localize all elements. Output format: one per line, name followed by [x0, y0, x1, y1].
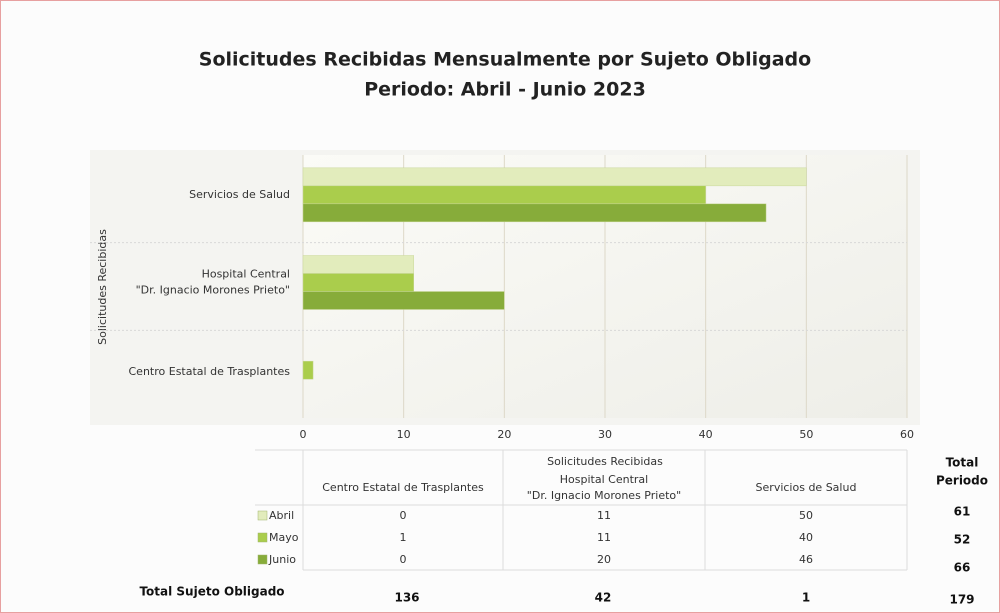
total-period: 61	[954, 505, 971, 519]
chart-title: Solicitudes Recibidas Mensualmente por S…	[199, 49, 811, 71]
total-subject: 136	[394, 591, 419, 605]
x-tick-label: 60	[900, 428, 914, 441]
table-cell: 40	[799, 531, 813, 544]
category-label: Servicios de Salud	[189, 188, 290, 201]
table-cell: 46	[799, 553, 813, 566]
table-cell: 0	[400, 553, 407, 566]
category-label: "Dr. Ignacio Morones Prieto"	[136, 284, 290, 297]
table-header: Solicitudes Recibidas	[547, 455, 663, 468]
total-period: 52	[954, 533, 971, 547]
x-tick-label: 10	[397, 428, 411, 441]
table-column-header: Centro Estatal de Trasplantes	[322, 481, 484, 494]
bar	[302, 255, 414, 274]
bar	[302, 360, 314, 380]
x-tick-label: 50	[799, 428, 813, 441]
bar	[302, 291, 505, 310]
y-axis-label: Solicitudes Recibidas	[96, 229, 109, 345]
chart-subtitle: Periodo: Abril - Junio 2023	[364, 79, 646, 101]
table-column-header: Hospital Central	[560, 473, 648, 486]
total-period-label: Periodo	[936, 474, 988, 488]
table-column-header: Servicios de Salud	[756, 481, 857, 494]
table-cell: 20	[597, 553, 611, 566]
total-subject: 42	[595, 591, 612, 605]
legend-label: Mayo	[269, 531, 299, 544]
total-subject-label: Total Sujeto Obligado	[139, 585, 284, 599]
total-period: 66	[954, 561, 971, 575]
x-tick-label: 40	[699, 428, 713, 441]
legend-label: Abril	[269, 509, 294, 522]
x-tick-label: 20	[497, 428, 511, 441]
bar	[302, 167, 807, 187]
x-tick-label: 0	[300, 428, 307, 441]
table-cell: 11	[597, 531, 611, 544]
table-cell: 50	[799, 509, 813, 522]
bar	[302, 273, 414, 292]
grand-total: 179	[949, 593, 974, 607]
category-label: Hospital Central	[202, 268, 290, 281]
bar	[302, 203, 767, 223]
table-column-header: "Dr. Ignacio Morones Prieto"	[527, 489, 681, 502]
legend-label: Junio	[268, 553, 296, 566]
table-cell: 11	[597, 509, 611, 522]
bar	[302, 185, 706, 205]
category-label: Centro Estatal de Trasplantes	[129, 365, 291, 378]
table-cell: 0	[400, 509, 407, 522]
x-tick-label: 30	[598, 428, 612, 441]
legend-swatch	[257, 554, 268, 565]
table-cell: 1	[400, 531, 407, 544]
total-subject: 1	[802, 591, 810, 605]
legend-swatch	[257, 532, 268, 543]
total-period-label: Total	[946, 456, 979, 470]
legend-swatch	[257, 510, 268, 521]
